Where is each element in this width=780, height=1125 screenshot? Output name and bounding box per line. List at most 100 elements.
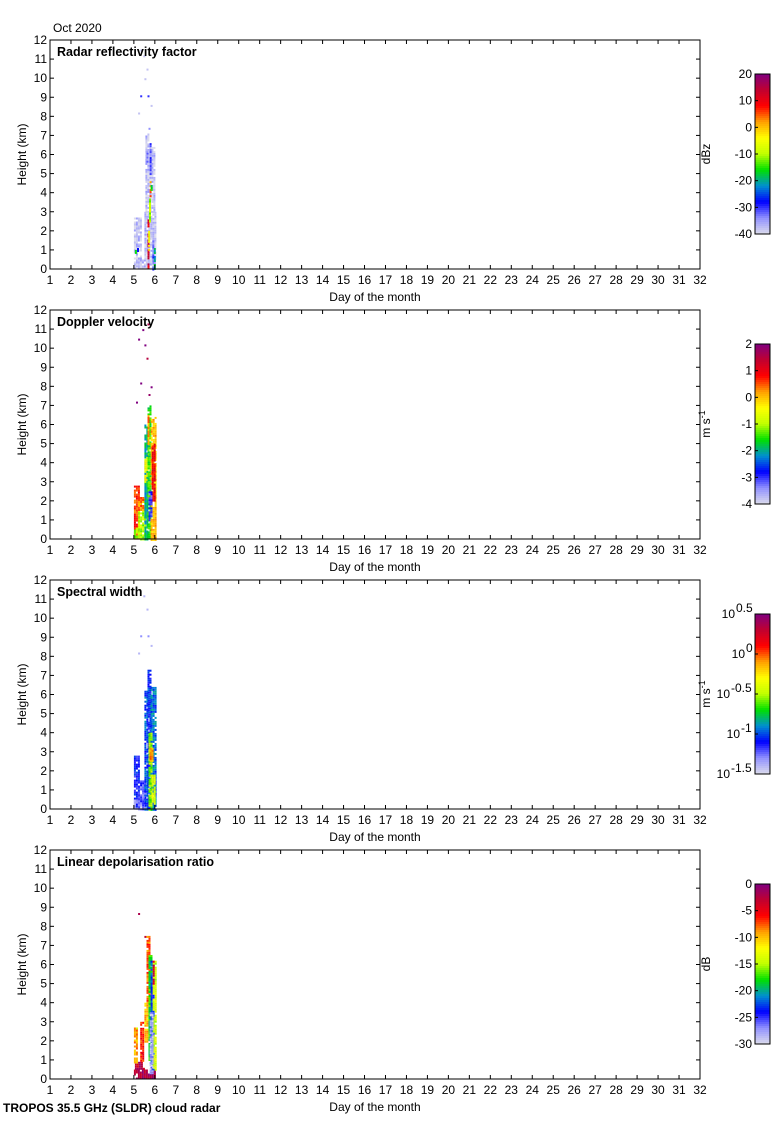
data-pixel xyxy=(147,164,150,167)
colorbar-segment xyxy=(755,650,770,652)
colorbar-segment xyxy=(755,148,770,150)
data-pixel xyxy=(145,202,148,205)
data-pixel xyxy=(154,710,157,713)
data-pixel xyxy=(154,1016,157,1019)
data-pixel xyxy=(139,225,142,228)
data-pixel xyxy=(146,987,149,990)
data-pixel xyxy=(144,506,147,509)
data-pixel xyxy=(150,482,153,485)
data-pixel xyxy=(149,1056,152,1059)
colorbar-segment xyxy=(755,910,770,912)
colorbar-segment xyxy=(755,462,770,464)
data-point xyxy=(138,913,141,915)
data-pixel xyxy=(150,776,153,779)
data-pixel xyxy=(154,1066,157,1069)
data-pixel xyxy=(149,699,152,702)
data-pixel xyxy=(135,225,138,228)
data-pixel xyxy=(148,808,151,811)
data-pixel xyxy=(153,252,156,254)
x-tick-label: 5 xyxy=(131,273,138,287)
data-pixel xyxy=(150,464,153,467)
data-pixel xyxy=(142,1067,145,1070)
data-pixel xyxy=(150,501,153,504)
data-pixel xyxy=(152,722,155,725)
colorbar-segment xyxy=(755,428,770,430)
x-tick-label: 30 xyxy=(651,813,665,827)
data-cell xyxy=(145,133,150,148)
colorbar-tick-label: 0 xyxy=(745,877,752,891)
data-pixel xyxy=(146,1006,149,1009)
colorbar-segment xyxy=(755,938,770,940)
data-pixel xyxy=(138,798,141,801)
x-tick-label: 31 xyxy=(672,813,686,827)
data-pixel xyxy=(146,780,149,783)
data-pixel xyxy=(154,704,157,707)
data-pixel xyxy=(152,986,155,989)
data-pixel xyxy=(152,266,155,269)
colorbar-unit: dB xyxy=(699,957,713,972)
data-pixel xyxy=(153,782,156,785)
data-pixel xyxy=(135,505,138,508)
data-pixel xyxy=(151,1034,154,1037)
colorbar-segment xyxy=(755,756,770,758)
data-pixel xyxy=(133,765,136,768)
data-pixel xyxy=(152,514,155,517)
data-pixel xyxy=(150,245,153,248)
data-pixel xyxy=(133,509,136,512)
colorbar-tick-exponent: -0.5 xyxy=(731,681,752,695)
colorbar-segment xyxy=(755,628,770,630)
x-tick-label: 1 xyxy=(47,813,54,827)
colorbar-segment xyxy=(755,982,770,984)
y-tick-label: 7 xyxy=(40,128,47,142)
data-pixel xyxy=(154,756,157,759)
data-pixel xyxy=(151,154,154,157)
data-pixel xyxy=(153,180,156,183)
x-tick-label: 3 xyxy=(89,543,96,557)
data-pixel xyxy=(147,725,150,728)
colorbar-segment xyxy=(755,706,770,708)
data-pixel xyxy=(146,160,149,163)
data-pixel xyxy=(149,461,152,464)
colorbar-segment xyxy=(755,1006,770,1008)
data-pixel xyxy=(151,749,154,752)
data-pixel xyxy=(148,979,151,981)
data-pixel xyxy=(152,714,155,717)
data-pixel xyxy=(149,465,152,468)
colorbar-segment xyxy=(755,954,770,956)
data-pixel xyxy=(138,1065,141,1068)
data-pixel xyxy=(153,792,156,795)
colorbar-segment xyxy=(755,746,770,748)
data-pixel xyxy=(145,184,148,187)
colorbar-segment xyxy=(755,138,770,140)
data-pixel xyxy=(144,498,147,501)
colorbar-segment xyxy=(755,966,770,968)
x-tick-label: 28 xyxy=(609,273,623,287)
data-pixel xyxy=(154,990,157,993)
data-pixel xyxy=(146,784,149,787)
data-pixel xyxy=(147,465,150,468)
data-pixel xyxy=(154,1008,157,1011)
x-tick-label: 2 xyxy=(68,813,75,827)
data-pixel xyxy=(151,156,154,159)
data-pixel xyxy=(140,788,143,791)
data-pixel xyxy=(153,194,156,197)
data-pixel xyxy=(144,1014,147,1017)
data-pixel xyxy=(149,697,152,700)
data-pixel xyxy=(151,798,154,801)
data-pixel xyxy=(144,802,147,805)
data-pixel xyxy=(149,477,152,480)
data-pixel xyxy=(144,722,147,725)
data-pixel xyxy=(142,1041,145,1044)
data-pixel xyxy=(146,488,149,491)
data-pixel xyxy=(154,744,157,747)
data-pixel xyxy=(144,480,147,483)
data-pixel xyxy=(144,748,147,751)
data-pixel xyxy=(144,502,147,505)
data-pixel xyxy=(135,1059,138,1062)
colorbar-segment xyxy=(755,978,770,980)
data-pixel xyxy=(149,1052,152,1055)
data-pixel xyxy=(137,777,140,780)
data-pixel xyxy=(146,428,149,431)
data-pixel xyxy=(146,690,149,693)
data-pixel xyxy=(148,1019,151,1021)
